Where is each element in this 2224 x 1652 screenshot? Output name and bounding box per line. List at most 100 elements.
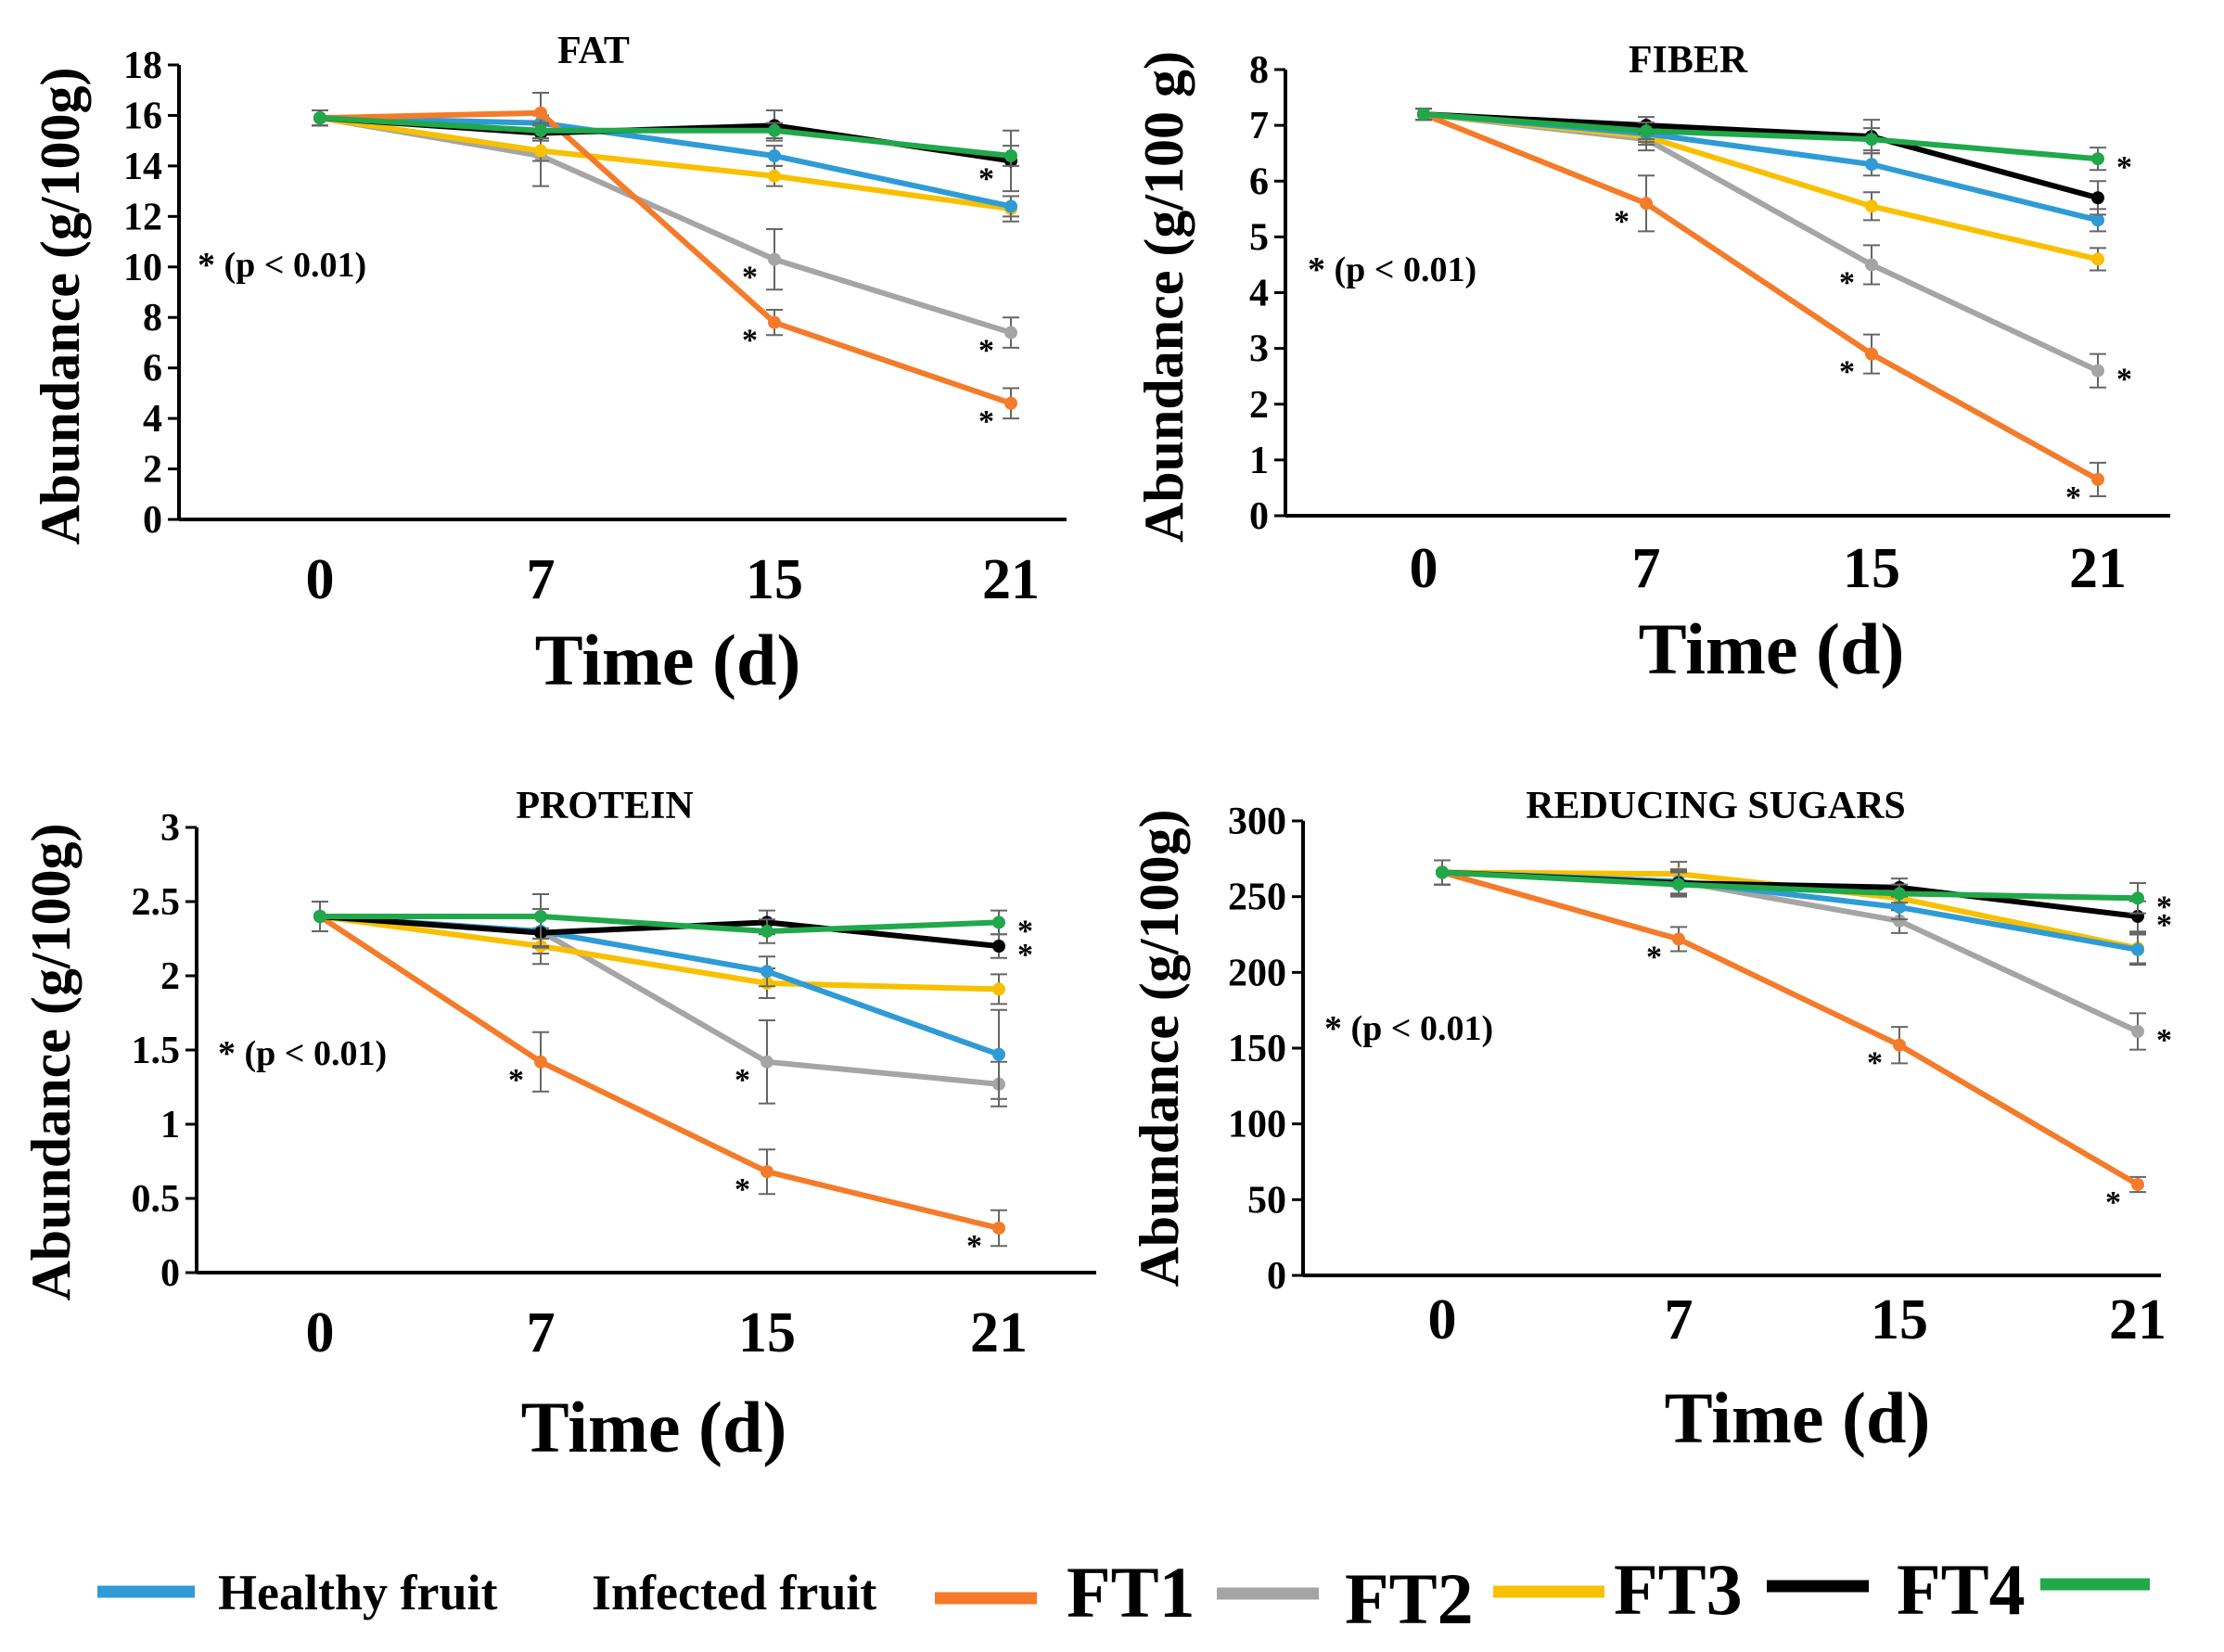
y-tick-label: 12	[123, 196, 162, 238]
series-line	[317, 914, 1002, 934]
x-tick-label: 21	[982, 548, 1040, 611]
x-tick-label: 21	[970, 1301, 1028, 1364]
data-point	[2091, 364, 2104, 378]
data-point	[2131, 942, 2144, 956]
data-point	[2091, 152, 2104, 166]
y-axis-label: Abundance (g/100g)	[1129, 809, 1190, 1287]
data-point	[1893, 901, 1906, 915]
y-tick-label: 2	[160, 955, 180, 998]
x-tick-label: 21	[2109, 1288, 2166, 1351]
legend-label-healthy-fruit: Healthy fruit	[218, 1565, 497, 1620]
series-line	[1439, 869, 2141, 902]
data-point	[1672, 932, 1685, 946]
y-tick-label: 16	[123, 95, 162, 137]
y-tick-label: 2	[143, 449, 162, 492]
y-tick-label: 1.5	[132, 1030, 181, 1072]
significance-star: *	[1017, 938, 1033, 972]
data-point	[1004, 326, 1017, 339]
x-tick-label: 7	[1665, 1288, 1694, 1351]
y-tick-label: 3	[160, 807, 180, 850]
data-point	[992, 1047, 1005, 1061]
data-point	[1865, 133, 1878, 147]
significance-star: *	[2156, 908, 2172, 942]
significance-star: *	[2105, 1185, 2121, 1220]
legend-label-ft4: FT4	[1897, 1549, 2026, 1630]
data-point	[1640, 197, 1653, 211]
data-point	[2091, 213, 2104, 227]
significance-star: *	[1867, 1046, 1883, 1081]
x-tick-label: 21	[2069, 537, 2127, 600]
data-point	[992, 940, 1005, 953]
series-line	[317, 115, 1014, 210]
x-axis-label: Time (d)	[521, 1387, 787, 1467]
chart-protein: 0 0.5 1 1.5 2 2.5 3 0 7 15 21 PROTEIN * (p < 0.01) Ti…	[20, 785, 1096, 1467]
data-point	[1893, 914, 1906, 928]
y-tick-label: 2	[1249, 384, 1269, 427]
data-point	[2091, 252, 2104, 266]
significance-note: * (p < 0.01)	[198, 246, 366, 285]
series-ft1	[312, 901, 1007, 1108]
significance-star: *	[1839, 355, 1855, 390]
chart-reducing-sugars: 0 50 100 150 200 250 300 0 7 15 21 REDUCING SUGARS *…	[1129, 785, 2172, 1458]
y-tick-label: 200	[1228, 952, 1286, 994]
x-axis-label: Time (d)	[535, 620, 801, 700]
significance-star: *	[1614, 204, 1630, 238]
significance-star: *	[966, 1229, 982, 1263]
data-point	[1436, 865, 1449, 879]
significance-note: * (p < 0.01)	[1324, 1009, 1493, 1048]
data-point	[768, 169, 781, 183]
data-point	[768, 149, 781, 162]
data-point	[992, 982, 1005, 996]
legend-label-ft1: FT1	[1067, 1552, 1195, 1633]
significance-star: *	[735, 1172, 750, 1207]
significance-star: *	[978, 334, 994, 368]
y-tick-label: 8	[143, 297, 162, 339]
y-tick-label: 150	[1228, 1028, 1286, 1070]
series-ft4	[312, 893, 1007, 944]
significance-star: *	[978, 161, 994, 196]
chart-title: FAT	[557, 30, 630, 72]
significance-star: *	[978, 404, 994, 439]
x-tick-label: 7	[1632, 537, 1661, 600]
y-tick-label: 6	[143, 348, 162, 391]
y-tick-label: 5	[1249, 216, 1269, 259]
y-tick-label: 0	[1249, 495, 1269, 538]
data-point	[1004, 396, 1017, 410]
data-point	[313, 111, 326, 125]
data-point	[2091, 191, 2104, 205]
data-point	[1865, 258, 1878, 272]
data-point	[1865, 199, 1878, 213]
data-point	[768, 315, 781, 329]
data-point	[534, 910, 547, 923]
x-tick-label: 0	[1410, 537, 1438, 600]
significance-star: *	[2065, 480, 2081, 515]
y-tick-label: 14	[123, 146, 162, 188]
data-point	[1672, 877, 1685, 891]
significance-star: *	[735, 1063, 750, 1097]
series-line	[317, 109, 1014, 406]
x-tick-label: 15	[738, 1301, 796, 1364]
series-line	[317, 914, 1002, 1231]
chart-fiber: 0 1 2 3 4 5 6 7 8 0 7 15 21 FIBER * (p < 0.01) Time (d)…	[1133, 39, 2170, 689]
y-tick-label: 3	[1249, 328, 1269, 371]
series-ft4	[312, 109, 1019, 167]
significance-star: *	[1839, 265, 1855, 300]
y-tick-label: 100	[1228, 1104, 1286, 1146]
significance-star: *	[2116, 363, 2132, 397]
x-tick-label: 15	[746, 548, 803, 611]
series-ft4	[1434, 859, 2146, 915]
data-point	[768, 252, 781, 266]
x-axis-label: Time (d)	[1665, 1377, 1931, 1458]
chart-fat: 0 2 4 6 8 10 12 14 16 18 0 7 15 21 FAT * (p < 0.01) Time…	[30, 30, 1067, 700]
x-tick-label: 15	[1871, 1288, 1928, 1351]
y-tick-label: 0	[1267, 1255, 1286, 1298]
y-tick-label: 8	[1249, 49, 1269, 92]
chart-title: REDUCING SUGARS	[1526, 785, 1906, 827]
y-tick-label: 18	[123, 45, 162, 87]
series-line	[1421, 111, 2101, 162]
data-point	[992, 916, 1005, 929]
significance-star: *	[1017, 914, 1033, 948]
data-point	[1865, 158, 1878, 172]
y-tick-label: 2.5	[132, 881, 181, 924]
